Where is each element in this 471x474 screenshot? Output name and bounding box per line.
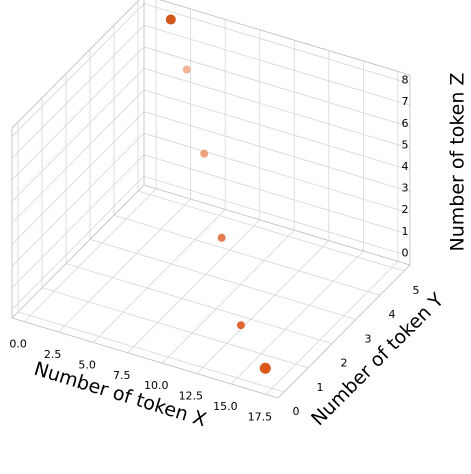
y-axis-title: Number of token Y (307, 289, 448, 430)
x-tick-label: 12.5 (179, 390, 204, 403)
grid-line (143, 24, 411, 106)
pane-edge (143, 184, 411, 266)
grid-line (161, 229, 295, 364)
y-tick-label: 5 (413, 284, 420, 297)
pane-edge (277, 264, 411, 399)
z-tick-label: 7 (402, 95, 409, 108)
grid-line (11, 46, 145, 181)
grid-line (137, 190, 405, 272)
x-tick-label: 15.0 (213, 400, 238, 413)
point (165, 14, 176, 25)
x-tick-label: 5.0 (78, 358, 96, 371)
point (200, 149, 209, 158)
grid-line (17, 311, 285, 393)
y-tick-label: 3 (365, 332, 372, 345)
grid-line (41, 287, 309, 369)
x-tick-label: 17.5 (248, 410, 273, 423)
z-tick-label: 4 (402, 160, 409, 173)
grid-line (89, 239, 357, 320)
y-tick-label: 4 (389, 308, 396, 321)
grid-line (11, 176, 145, 310)
x-tick-label: 10.0 (144, 379, 169, 392)
grid-line (127, 219, 261, 354)
pane-edge (11, 184, 145, 319)
point (217, 233, 226, 242)
grid-line (65, 263, 333, 344)
grid-line (143, 154, 411, 236)
z-tick-label: 8 (402, 74, 409, 87)
x-tick-label: 0.0 (9, 338, 27, 351)
y-tick-label: 1 (317, 381, 324, 394)
grid-line (231, 250, 364, 385)
grid-line (143, 68, 411, 149)
z-axis-title: Number of token Z (447, 73, 469, 252)
grid-line (11, 68, 145, 202)
grid-line (11, 132, 145, 267)
grid-line (143, 3, 411, 85)
grid-line (11, 3, 145, 137)
point (259, 362, 271, 374)
grid-line (265, 261, 399, 395)
grid-line (196, 240, 330, 374)
z-tick-label: 6 (402, 117, 409, 130)
grid-line (143, 89, 411, 171)
grid-line (23, 188, 157, 322)
z-tick-label: 3 (402, 182, 409, 195)
point (182, 65, 191, 74)
y-tick-label: 0 (293, 405, 300, 418)
x-tick-label: 2.5 (44, 348, 62, 361)
x-tick-label: 7.5 (113, 369, 131, 382)
point (236, 321, 245, 330)
grid-line (143, 46, 411, 128)
z-tick-label: 5 (402, 138, 409, 151)
grid-line (92, 209, 226, 343)
grid-line (143, 175, 411, 257)
grid-line (143, 111, 411, 192)
pane-edge (159, 0, 411, 76)
grid-line (143, 132, 411, 214)
z-tick-label: 1 (402, 225, 409, 238)
grid-line (11, 154, 145, 289)
pane-edge (11, 317, 279, 399)
grid-line (58, 198, 191, 333)
z-tick-label: 0 (402, 246, 409, 259)
y-tick-label: 2 (341, 357, 348, 370)
grid-line (11, 111, 145, 245)
z-tick-label: 2 (402, 203, 409, 216)
grid-line (11, 24, 145, 159)
grid-line (11, 89, 145, 224)
grid-line (113, 214, 381, 296)
pane-edge (11, 0, 140, 129)
